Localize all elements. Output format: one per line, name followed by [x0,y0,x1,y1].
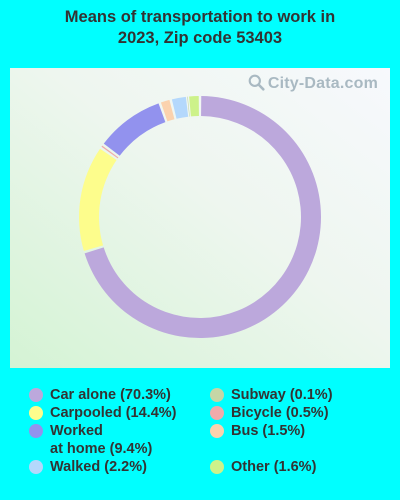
watermark: City-Data.com [248,74,378,93]
chart-title: Means of transportation to work in 2023,… [0,7,400,49]
legend-item: Bicycle (0.5%) [210,404,329,422]
donut-slice-1 [79,148,117,252]
legend-item: Walked (2.2%) [29,458,147,476]
donut-chart [79,96,322,338]
legend-swatch [29,424,43,438]
legend-item: Bus (1.5%) [210,422,305,440]
legend-label: Bus (1.5%) [231,423,306,439]
donut-slice-3 [103,103,166,156]
magnifier-icon [248,74,265,91]
donut-slice-6 [187,96,190,117]
legend-label: Bicycle (0.5%) [231,405,329,421]
legend-label: Subway (0.1%) [231,387,333,403]
chart-title-line2: 2023, Zip code 53403 [117,29,283,47]
legend-item: Other (1.6%) [210,458,316,476]
legend-item: Worked at home (9.4%) [29,422,152,458]
legend-label: Worked at home (9.4%) [50,423,153,457]
legend-label: Car alone (70.3%) [50,387,171,403]
watermark-text: City-Data.com [267,75,378,92]
legend-swatch [210,460,224,474]
plot-area: City-Data.com [10,68,390,368]
legend-item: Car alone (70.3%) [29,386,171,404]
legend-swatch [29,460,43,474]
legend-item: Subway (0.1%) [210,386,333,404]
legend-item: Carpooled (14.4%) [29,404,177,422]
donut-slice-7 [189,96,199,117]
donut-slice-2 [101,145,119,159]
legend-label: Carpooled (14.4%) [50,405,177,421]
legend-label: Walked (2.2%) [50,459,147,475]
legend-swatch [29,406,43,420]
donut-slice-5 [171,96,189,119]
donut-slice-4 [160,99,175,122]
chart-title-line1: Means of transportation to work in [64,8,336,26]
legend-swatch [210,388,224,402]
legend-swatch [29,388,43,402]
legend-label: Other (1.6%) [231,459,317,475]
legend-swatch [210,406,224,420]
legend-swatch [210,424,224,438]
